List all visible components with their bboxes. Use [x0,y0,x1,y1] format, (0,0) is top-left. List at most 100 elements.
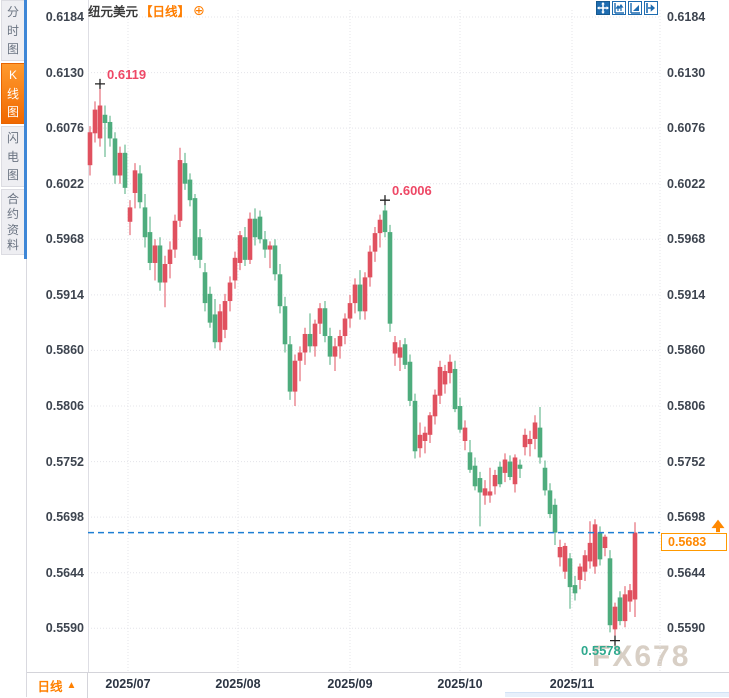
candle-up [577,566,583,580]
candle-down [597,532,603,560]
candle-down [282,306,288,345]
candle-up [232,257,238,281]
candle-down [517,464,523,469]
candle-up [342,318,348,337]
candle-down [287,344,293,392]
scroll-to-latest-tool-icon[interactable] [644,1,658,15]
sidebar-tab-contract-info[interactable]: 合约资料 [1,189,25,255]
candle-up [127,207,133,222]
y-axis-label-left: 0.6022 [45,176,84,191]
candle-down [542,467,548,491]
x-axis-label: 2025/11 [549,677,595,691]
candle-down [322,308,328,337]
y-axis-label-right: 0.5590 [667,621,706,636]
candle-up [222,301,228,330]
candle-up [152,245,158,263]
candlestick-plot-area[interactable] [0,0,729,672]
sidebar-scrollbar[interactable] [24,0,27,259]
y-axis-label-left: 0.5590 [45,621,84,636]
candle-down [617,597,623,622]
candle-up [602,536,608,549]
horizontal-scrollbar[interactable] [505,692,729,697]
y-axis-label-right: 0.5752 [667,454,706,469]
candle-up [482,488,488,496]
candle-down [107,121,113,139]
candle-down [182,163,188,184]
candle-down [357,284,363,312]
candle-down [497,466,503,485]
candle-down [272,245,278,275]
candle-up [432,394,438,417]
zoom-x-axis-tool-icon[interactable] [628,1,642,15]
candle-up [297,352,303,361]
candle-up [492,474,498,487]
y-axis-label-right: 0.6130 [667,65,706,80]
candle-down [467,452,473,470]
x-axis-label: 2025/09 [327,677,373,691]
low-price-annotation: 0.5578 [581,642,621,658]
high-price-annotation: 0.6119 [107,66,147,82]
candle-down [277,274,283,307]
candle-up [367,251,373,278]
candle-up [317,308,323,324]
candle-up [427,415,433,435]
candle-down [307,333,313,347]
pan-tool-icon[interactable] [596,1,610,15]
candle-down [477,478,483,493]
candle-up [97,105,103,139]
y-axis-label-left: 0.5698 [45,510,84,525]
candle-up [302,333,308,353]
candle-up [582,555,588,572]
candle-up [312,323,318,347]
candle-down [407,361,413,401]
sidebar-tab-time-chart[interactable]: 分时图 [1,0,25,61]
candle-down [457,406,463,430]
zoom-y-axis-tool-icon[interactable] [612,1,626,15]
y-axis-label-left: 0.5806 [45,399,84,413]
period-selector[interactable]: 日线 ▲ [27,673,88,698]
candle-down [537,427,543,458]
candle-up [162,263,168,283]
candle-up [627,590,633,602]
high-price-annotation: 0.6006 [392,183,432,199]
y-axis-label-left: 0.6076 [45,121,84,136]
candle-up [217,311,223,343]
sidebar-tab-lightning-chart[interactable]: 闪电图 [1,126,25,187]
y-axis-label-left: 0.5914 [45,287,84,302]
candle-down [187,179,193,201]
candle-up [417,434,423,449]
candle-up [462,427,468,441]
candle-up [132,170,138,193]
candle-up [377,219,383,234]
candle-down [327,336,333,357]
high-cross-marker [95,78,105,89]
candle-up [172,220,178,250]
candle-up [442,371,448,385]
candle-up [612,606,618,630]
candle-down [262,239,268,250]
candle-down [547,490,553,515]
candle-down [202,272,208,304]
candle-up [587,542,593,562]
candle-up [392,342,398,354]
candle-up [227,282,233,302]
add-indicator-icon[interactable]: ⊕ [193,1,205,18]
candle-down [472,465,478,487]
y-axis-label-right: 0.5806 [667,399,706,413]
y-axis-label-left: 0.6184 [45,10,84,24]
chart-toolbar [596,1,658,15]
candle-down [122,152,128,188]
candle-down [607,558,613,626]
candle-up [622,594,628,622]
candle-up [292,360,298,392]
y-axis-label-right: 0.6076 [667,121,706,136]
candle-up [87,132,93,166]
candle-up [557,546,563,558]
candle-down [147,232,153,263]
candle-down [412,400,418,452]
candle-up [447,361,453,374]
candle-up [237,235,243,263]
